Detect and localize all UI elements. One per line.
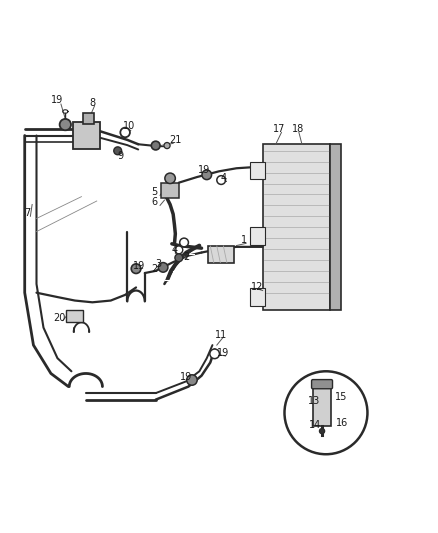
Text: 15: 15 — [335, 392, 347, 402]
Circle shape — [165, 173, 175, 183]
Text: 20: 20 — [53, 313, 66, 323]
Text: 19: 19 — [180, 372, 192, 382]
Circle shape — [114, 147, 122, 155]
Text: 18: 18 — [291, 124, 304, 134]
Circle shape — [319, 429, 325, 434]
Text: 17: 17 — [273, 124, 286, 134]
Bar — [250, 161, 265, 179]
Text: 2: 2 — [183, 252, 189, 262]
Text: 13: 13 — [308, 396, 320, 406]
Text: 3: 3 — [155, 260, 162, 269]
Circle shape — [131, 264, 141, 273]
Bar — [83, 113, 94, 124]
Circle shape — [217, 176, 226, 184]
Circle shape — [158, 263, 168, 272]
Text: 6: 6 — [151, 197, 157, 207]
Bar — [250, 227, 265, 245]
Circle shape — [175, 246, 183, 254]
Text: 4: 4 — [171, 245, 177, 255]
Circle shape — [180, 238, 188, 247]
Text: 9: 9 — [118, 151, 124, 161]
Text: 19: 19 — [134, 261, 146, 271]
Text: 8: 8 — [89, 98, 95, 108]
Text: 19: 19 — [51, 95, 64, 104]
Text: 16: 16 — [336, 418, 348, 428]
Circle shape — [202, 170, 212, 180]
Bar — [73, 123, 100, 149]
Text: 1: 1 — [241, 235, 247, 245]
Circle shape — [175, 254, 183, 262]
Text: 5: 5 — [151, 187, 158, 197]
Circle shape — [164, 142, 170, 149]
Text: 19: 19 — [198, 165, 210, 175]
Text: 7: 7 — [24, 208, 30, 218]
Text: 11: 11 — [215, 330, 227, 341]
Text: 19: 19 — [217, 348, 230, 358]
Bar — [208, 246, 234, 263]
Bar — [313, 382, 331, 426]
Text: 2: 2 — [151, 264, 158, 273]
Bar — [161, 183, 179, 198]
Circle shape — [60, 119, 71, 130]
Text: 14: 14 — [309, 419, 321, 430]
Bar — [330, 144, 341, 310]
Circle shape — [151, 141, 160, 150]
Circle shape — [285, 372, 367, 454]
Bar — [250, 288, 265, 306]
Circle shape — [120, 128, 130, 138]
Circle shape — [187, 375, 197, 385]
Text: 10: 10 — [124, 121, 136, 131]
Text: 21: 21 — [169, 135, 181, 145]
Bar — [263, 144, 330, 310]
Bar — [66, 310, 83, 322]
Text: 4: 4 — [220, 173, 226, 183]
Circle shape — [210, 349, 219, 359]
Text: 12: 12 — [251, 282, 264, 293]
FancyBboxPatch shape — [311, 379, 332, 389]
